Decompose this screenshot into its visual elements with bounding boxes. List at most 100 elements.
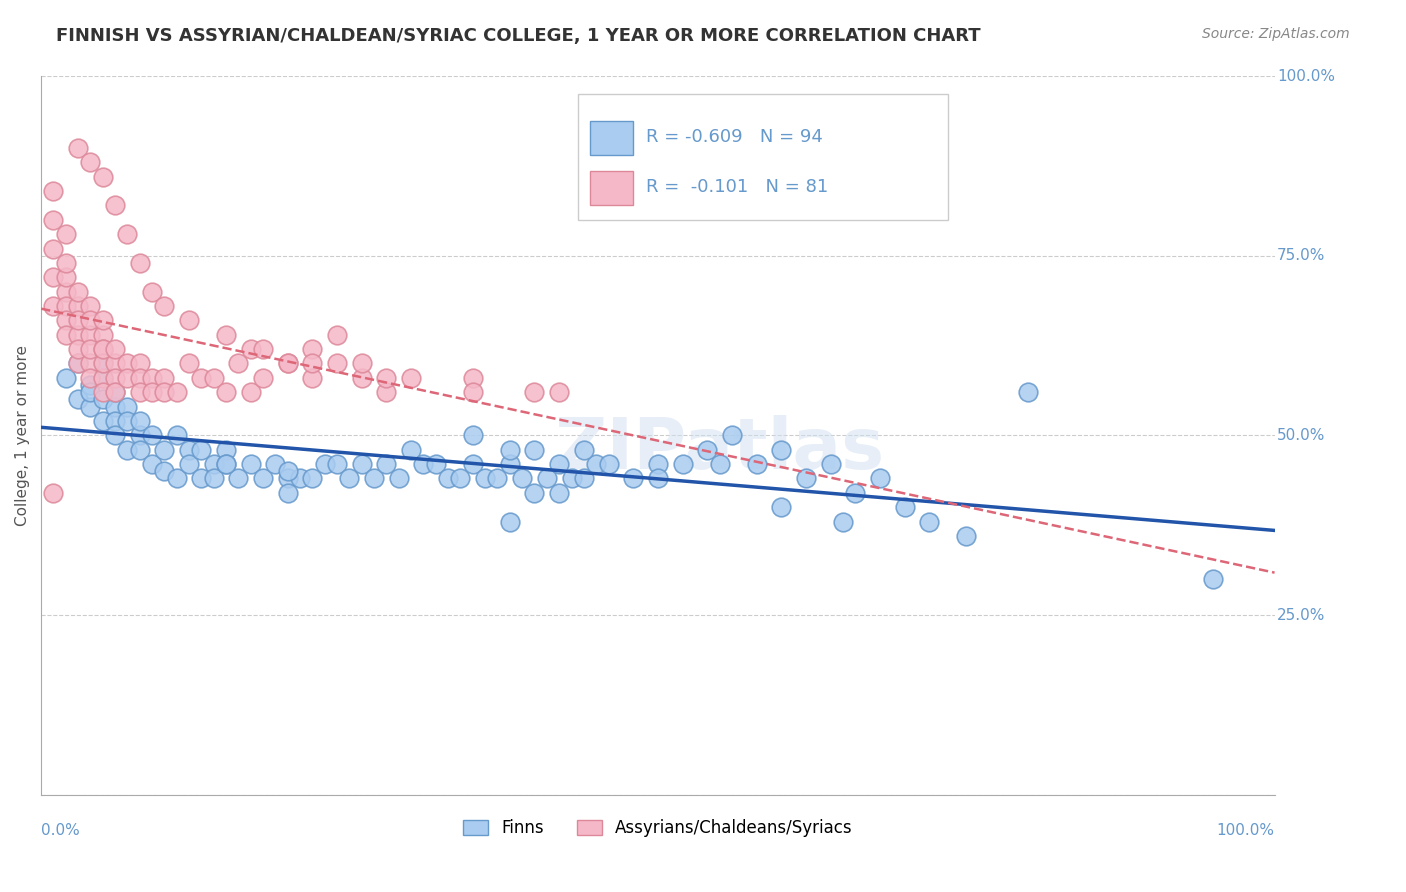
Text: R = -0.609   N = 94: R = -0.609 N = 94: [645, 128, 823, 146]
Point: [153, 299, 176, 313]
Point: [918, 515, 941, 529]
Point: [67, 313, 90, 327]
Point: [215, 385, 238, 400]
Point: [128, 357, 150, 371]
Point: [104, 371, 127, 385]
Point: [42, 299, 65, 313]
Point: [166, 471, 188, 485]
Point: [548, 486, 571, 500]
Point: [117, 371, 139, 385]
Point: [55, 256, 77, 270]
Point: [179, 313, 201, 327]
Point: [598, 457, 620, 471]
Point: [79, 299, 101, 313]
Point: [128, 442, 150, 457]
Point: [399, 442, 422, 457]
Point: [350, 371, 373, 385]
Text: 100.0%: 100.0%: [1277, 69, 1336, 84]
Point: [831, 515, 853, 529]
Point: [128, 371, 150, 385]
Text: R =  -0.101   N = 81: R = -0.101 N = 81: [645, 178, 828, 196]
Point: [820, 457, 842, 471]
Point: [153, 464, 176, 478]
Point: [117, 414, 139, 428]
Point: [461, 371, 484, 385]
Point: [277, 486, 299, 500]
Point: [67, 327, 90, 342]
Point: [128, 385, 150, 400]
Point: [190, 371, 212, 385]
Point: [572, 442, 595, 457]
Point: [770, 442, 793, 457]
Point: [67, 285, 90, 299]
Point: [288, 471, 311, 485]
Point: [499, 442, 522, 457]
Point: [79, 342, 101, 356]
Text: FINNISH VS ASSYRIAN/CHALDEAN/SYRIAC COLLEGE, 1 YEAR OR MORE CORRELATION CHART: FINNISH VS ASSYRIAN/CHALDEAN/SYRIAC COLL…: [56, 27, 981, 45]
Point: [277, 464, 299, 478]
Point: [153, 442, 176, 457]
Point: [153, 385, 176, 400]
Point: [91, 414, 114, 428]
Point: [252, 342, 274, 356]
Text: Source: ZipAtlas.com: Source: ZipAtlas.com: [1202, 27, 1350, 41]
Point: [572, 471, 595, 485]
Point: [91, 371, 114, 385]
Point: [67, 357, 90, 371]
Point: [91, 371, 114, 385]
Point: [326, 457, 349, 471]
Point: [301, 371, 323, 385]
Point: [67, 141, 90, 155]
Text: ZIPatlas: ZIPatlas: [554, 416, 884, 484]
Point: [277, 357, 299, 371]
Point: [55, 313, 77, 327]
Point: [252, 371, 274, 385]
Point: [104, 385, 127, 400]
Y-axis label: College, 1 year or more: College, 1 year or more: [15, 345, 30, 526]
Point: [461, 385, 484, 400]
Point: [79, 400, 101, 414]
Point: [437, 471, 460, 485]
Point: [202, 371, 225, 385]
Point: [67, 392, 90, 407]
Point: [79, 155, 101, 169]
FancyBboxPatch shape: [578, 94, 948, 219]
Point: [91, 357, 114, 371]
Point: [499, 515, 522, 529]
Point: [55, 270, 77, 285]
Point: [388, 471, 411, 485]
Point: [239, 385, 262, 400]
Point: [91, 169, 114, 184]
Point: [474, 471, 496, 485]
Point: [621, 471, 644, 485]
Point: [128, 256, 150, 270]
Point: [215, 442, 238, 457]
Point: [67, 357, 90, 371]
Point: [536, 471, 558, 485]
Point: [326, 357, 349, 371]
Point: [104, 198, 127, 212]
Point: [794, 471, 817, 485]
Point: [523, 385, 546, 400]
Point: [117, 357, 139, 371]
Point: [55, 227, 77, 241]
Point: [117, 400, 139, 414]
Text: 100.0%: 100.0%: [1216, 823, 1275, 838]
Point: [166, 385, 188, 400]
Point: [1017, 385, 1039, 400]
Point: [523, 486, 546, 500]
Point: [91, 357, 114, 371]
Point: [560, 471, 582, 485]
Point: [844, 486, 866, 500]
Point: [709, 457, 731, 471]
Point: [215, 327, 238, 342]
Point: [117, 442, 139, 457]
Point: [339, 471, 361, 485]
Point: [301, 357, 323, 371]
Point: [301, 471, 323, 485]
Point: [79, 357, 101, 371]
Point: [486, 471, 509, 485]
Point: [104, 414, 127, 428]
Point: [190, 442, 212, 457]
Point: [326, 327, 349, 342]
